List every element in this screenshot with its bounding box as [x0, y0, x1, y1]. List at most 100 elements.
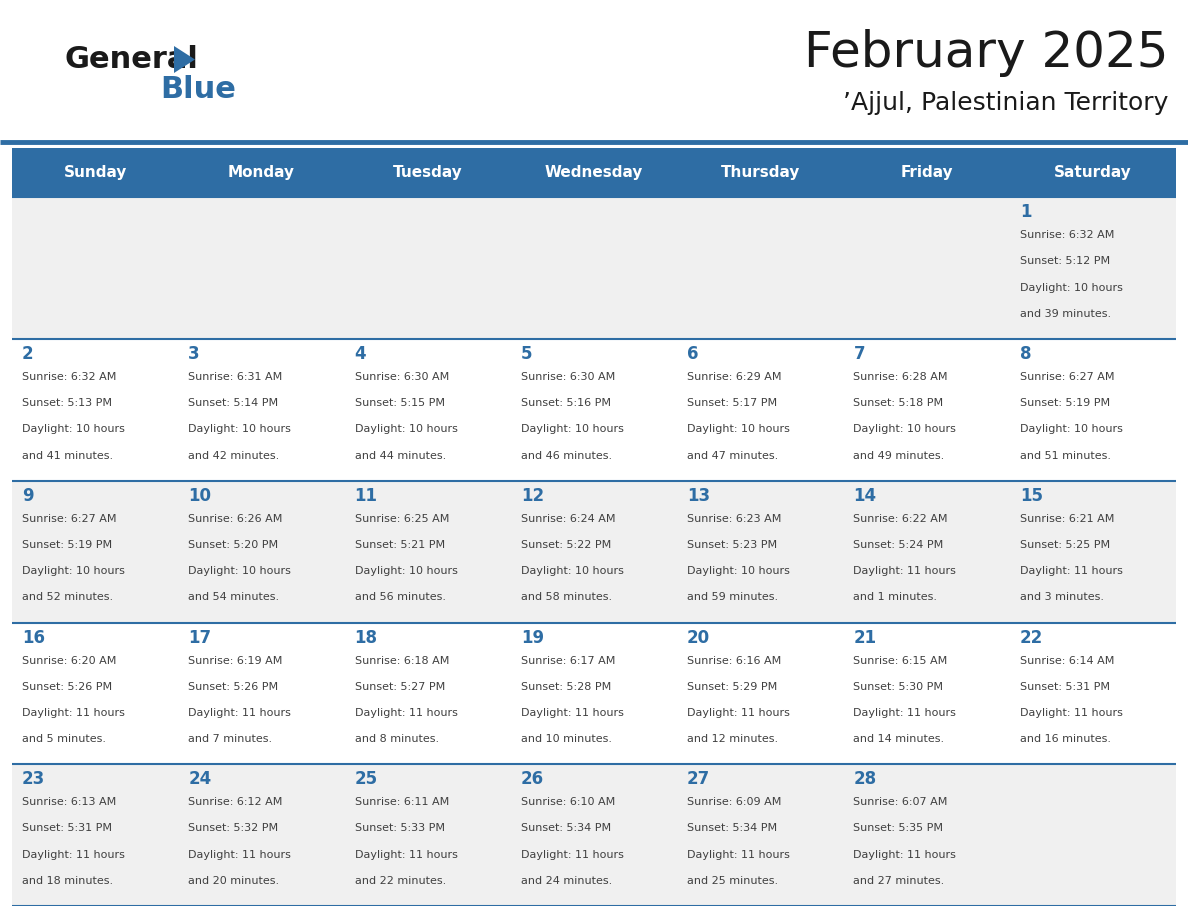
Text: and 16 minutes.: and 16 minutes. [1019, 734, 1111, 744]
Text: and 1 minutes.: and 1 minutes. [853, 592, 937, 602]
Text: Sunset: 5:29 PM: Sunset: 5:29 PM [687, 682, 777, 692]
Text: Sunset: 5:19 PM: Sunset: 5:19 PM [1019, 398, 1110, 409]
Text: Thursday: Thursday [721, 165, 800, 180]
Text: Sunset: 5:20 PM: Sunset: 5:20 PM [188, 540, 278, 550]
Text: Daylight: 11 hours: Daylight: 11 hours [21, 850, 125, 859]
Text: Daylight: 11 hours: Daylight: 11 hours [853, 566, 956, 577]
Text: Daylight: 11 hours: Daylight: 11 hours [520, 708, 624, 718]
Text: Daylight: 11 hours: Daylight: 11 hours [354, 850, 457, 859]
Text: and 7 minutes.: and 7 minutes. [188, 734, 272, 744]
Text: Sunday: Sunday [63, 165, 127, 180]
Text: Daylight: 10 hours: Daylight: 10 hours [354, 566, 457, 577]
Text: and 14 minutes.: and 14 minutes. [853, 734, 944, 744]
Bar [12, 481, 1176, 622]
Text: and 46 minutes.: and 46 minutes. [520, 451, 612, 461]
Text: Daylight: 11 hours: Daylight: 11 hours [1019, 566, 1123, 577]
Text: Sunset: 5:35 PM: Sunset: 5:35 PM [853, 823, 943, 834]
Bar [843, 148, 1010, 197]
Text: and 59 minutes.: and 59 minutes. [687, 592, 778, 602]
Bar [677, 148, 843, 197]
Text: and 27 minutes.: and 27 minutes. [853, 876, 944, 886]
Bar [12, 339, 1176, 481]
Polygon shape [173, 46, 195, 73]
Text: Sunrise: 6:24 AM: Sunrise: 6:24 AM [520, 514, 615, 524]
Text: Sunrise: 6:32 AM: Sunrise: 6:32 AM [21, 372, 116, 382]
Text: and 47 minutes.: and 47 minutes. [687, 451, 778, 461]
Text: Sunset: 5:19 PM: Sunset: 5:19 PM [21, 540, 112, 550]
Text: Sunrise: 6:23 AM: Sunrise: 6:23 AM [687, 514, 782, 524]
Text: Sunset: 5:31 PM: Sunset: 5:31 PM [21, 823, 112, 834]
Text: 18: 18 [354, 629, 378, 646]
Text: Sunrise: 6:20 AM: Sunrise: 6:20 AM [21, 655, 116, 666]
Text: Sunset: 5:26 PM: Sunset: 5:26 PM [188, 682, 278, 692]
Text: Daylight: 11 hours: Daylight: 11 hours [687, 850, 790, 859]
Text: Sunrise: 6:16 AM: Sunrise: 6:16 AM [687, 655, 782, 666]
Text: Sunrise: 6:17 AM: Sunrise: 6:17 AM [520, 655, 615, 666]
Text: and 39 minutes.: and 39 minutes. [1019, 309, 1111, 319]
Text: 28: 28 [853, 770, 877, 789]
Text: Sunrise: 6:19 AM: Sunrise: 6:19 AM [188, 655, 283, 666]
Text: Sunset: 5:32 PM: Sunset: 5:32 PM [188, 823, 278, 834]
Text: Sunset: 5:26 PM: Sunset: 5:26 PM [21, 682, 112, 692]
Text: Daylight: 11 hours: Daylight: 11 hours [520, 850, 624, 859]
Text: 6: 6 [687, 345, 699, 364]
Text: Daylight: 10 hours: Daylight: 10 hours [21, 424, 125, 434]
Text: Daylight: 10 hours: Daylight: 10 hours [1019, 424, 1123, 434]
Text: 3: 3 [188, 345, 200, 364]
Text: Daylight: 10 hours: Daylight: 10 hours [687, 424, 790, 434]
Text: Sunset: 5:25 PM: Sunset: 5:25 PM [1019, 540, 1110, 550]
Text: and 58 minutes.: and 58 minutes. [520, 592, 612, 602]
Text: Sunset: 5:22 PM: Sunset: 5:22 PM [520, 540, 611, 550]
Text: Sunrise: 6:21 AM: Sunrise: 6:21 AM [1019, 514, 1114, 524]
Text: Sunrise: 6:13 AM: Sunrise: 6:13 AM [21, 797, 116, 807]
Bar [511, 148, 677, 197]
Text: Sunset: 5:15 PM: Sunset: 5:15 PM [354, 398, 444, 409]
Text: 22: 22 [1019, 629, 1043, 646]
Bar [12, 765, 1176, 906]
Bar [12, 197, 1176, 339]
Text: Sunset: 5:16 PM: Sunset: 5:16 PM [520, 398, 611, 409]
Text: Sunrise: 6:15 AM: Sunrise: 6:15 AM [853, 655, 948, 666]
Text: and 12 minutes.: and 12 minutes. [687, 734, 778, 744]
Text: General: General [65, 46, 198, 74]
Text: Daylight: 10 hours: Daylight: 10 hours [188, 424, 291, 434]
Text: Sunset: 5:34 PM: Sunset: 5:34 PM [520, 823, 611, 834]
Text: Sunrise: 6:22 AM: Sunrise: 6:22 AM [853, 514, 948, 524]
Text: Sunset: 5:28 PM: Sunset: 5:28 PM [520, 682, 611, 692]
Text: Sunset: 5:31 PM: Sunset: 5:31 PM [1019, 682, 1110, 692]
Text: 27: 27 [687, 770, 710, 789]
Text: Sunrise: 6:27 AM: Sunrise: 6:27 AM [1019, 372, 1114, 382]
Text: Sunrise: 6:30 AM: Sunrise: 6:30 AM [354, 372, 449, 382]
Text: and 49 minutes.: and 49 minutes. [853, 451, 944, 461]
Text: Sunrise: 6:09 AM: Sunrise: 6:09 AM [687, 797, 782, 807]
Text: Sunrise: 6:07 AM: Sunrise: 6:07 AM [853, 797, 948, 807]
Text: and 3 minutes.: and 3 minutes. [1019, 592, 1104, 602]
Text: Daylight: 10 hours: Daylight: 10 hours [1019, 283, 1123, 293]
Text: Daylight: 11 hours: Daylight: 11 hours [1019, 708, 1123, 718]
Text: and 42 minutes.: and 42 minutes. [188, 451, 279, 461]
Text: and 54 minutes.: and 54 minutes. [188, 592, 279, 602]
Text: Sunrise: 6:12 AM: Sunrise: 6:12 AM [188, 797, 283, 807]
Text: Daylight: 11 hours: Daylight: 11 hours [354, 708, 457, 718]
Text: Monday: Monday [228, 165, 295, 180]
Text: 13: 13 [687, 487, 710, 505]
Bar [178, 148, 345, 197]
Text: 15: 15 [1019, 487, 1043, 505]
Text: 9: 9 [21, 487, 33, 505]
Text: Sunset: 5:14 PM: Sunset: 5:14 PM [188, 398, 278, 409]
Text: Sunset: 5:24 PM: Sunset: 5:24 PM [853, 540, 943, 550]
Text: Sunrise: 6:10 AM: Sunrise: 6:10 AM [520, 797, 615, 807]
Text: 17: 17 [188, 629, 211, 646]
Text: and 5 minutes.: and 5 minutes. [21, 734, 106, 744]
Text: Sunrise: 6:11 AM: Sunrise: 6:11 AM [354, 797, 449, 807]
Text: Daylight: 10 hours: Daylight: 10 hours [687, 566, 790, 577]
Text: 2: 2 [21, 345, 33, 364]
Text: 25: 25 [354, 770, 378, 789]
Text: Sunset: 5:34 PM: Sunset: 5:34 PM [687, 823, 777, 834]
Text: Saturday: Saturday [1054, 165, 1132, 180]
Bar [12, 622, 1176, 765]
Text: Sunrise: 6:31 AM: Sunrise: 6:31 AM [188, 372, 283, 382]
Text: 7: 7 [853, 345, 865, 364]
Text: Sunset: 5:21 PM: Sunset: 5:21 PM [354, 540, 444, 550]
Text: Sunrise: 6:32 AM: Sunrise: 6:32 AM [1019, 230, 1114, 241]
